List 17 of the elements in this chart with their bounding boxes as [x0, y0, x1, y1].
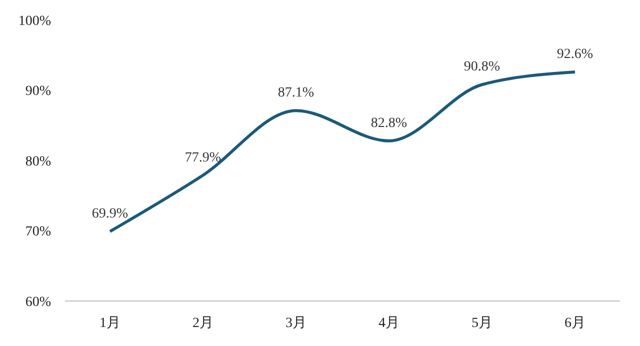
- data-label: 69.9%: [92, 206, 128, 222]
- x-tick-label: 2月: [192, 316, 214, 331]
- x-tick-label: 5月: [472, 316, 492, 331]
- x-tick-label: 3月: [286, 316, 306, 331]
- data-label: 92.6%: [556, 46, 594, 62]
- y-tick-label: 70%: [25, 224, 52, 240]
- data-label: 87.1%: [278, 86, 314, 101]
- y-tick-label: 80%: [25, 154, 52, 170]
- data-label: 82.8%: [370, 116, 408, 131]
- y-tick-label: 100%: [18, 14, 52, 29]
- x-tick-label: 4月: [378, 316, 400, 331]
- x-tick-label: 1月: [100, 316, 120, 331]
- y-tick-label: 90%: [25, 84, 52, 100]
- data-label: 90.8%: [464, 60, 500, 75]
- y-tick-label: 60%: [25, 294, 52, 310]
- data-label: 77.9%: [184, 150, 222, 166]
- x-tick-label: 6月: [564, 316, 586, 331]
